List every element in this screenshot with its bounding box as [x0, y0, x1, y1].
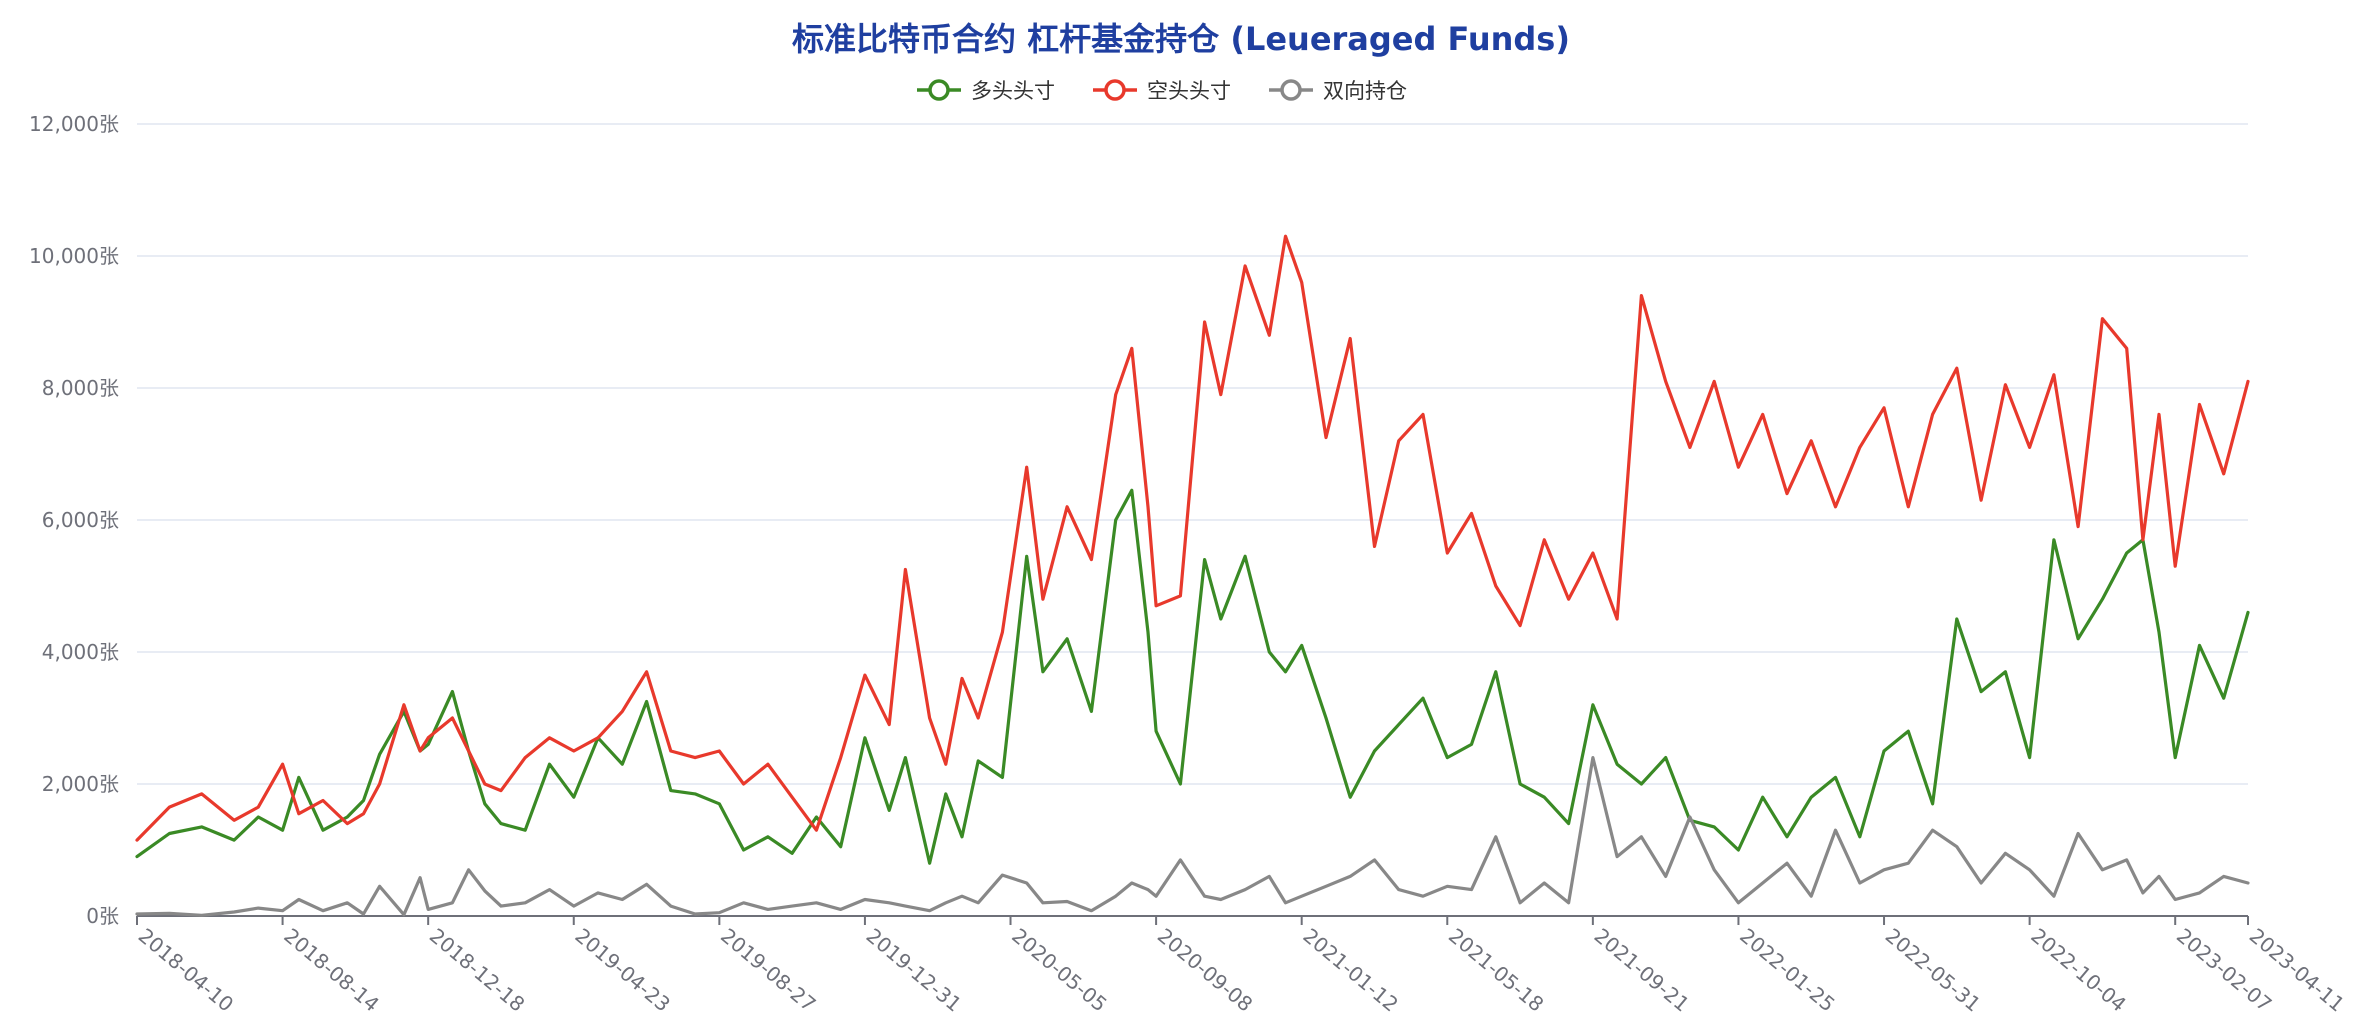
- y-tick-label: 6,000张: [42, 508, 119, 532]
- y-tick-label: 8,000张: [42, 376, 119, 400]
- legend-item[interactable]: 空头头寸: [1093, 79, 1231, 103]
- legend-item[interactable]: 多头头寸: [917, 79, 1055, 103]
- y-tick-label: 10,000张: [29, 244, 119, 268]
- x-tick-label: 2022-01-25: [1735, 923, 1839, 1016]
- series-line[interactable]: [135, 488, 2250, 865]
- legend-label: 空头头寸: [1147, 79, 1231, 103]
- x-axis: 2018-04-10 2018-08-14 2018-12-18 2019-04-23…: [134, 915, 2349, 1017]
- x-tick-label: 2019-12-31: [862, 923, 966, 1016]
- series-line[interactable]: [135, 755, 2250, 917]
- y-axis-ticks: 0张 2,000张 4,000张 6,000张 8,000张 10,000张 12,000张: [29, 112, 119, 928]
- legend[interactable]: 多头头寸 空头头寸 双向持仓: [917, 79, 1407, 103]
- y-tick-label: 12,000张: [29, 112, 119, 136]
- x-tick-label: 2020-05-05: [1007, 923, 1111, 1016]
- series-lines[interactable]: [135, 234, 2250, 917]
- series-line[interactable]: [135, 234, 2250, 842]
- y-tick-label: 4,000张: [42, 640, 119, 664]
- x-tick-label: 2021-05-18: [1444, 923, 1548, 1016]
- legend-label: 双向持仓: [1323, 79, 1407, 103]
- x-tick-label: 2018-04-10: [134, 923, 238, 1016]
- chart-title: 标准比特币合约 杠杆基金持仓 (Leueraged Funds): [792, 20, 1570, 58]
- x-tick-label: 2021-01-12: [1298, 923, 1402, 1016]
- x-tick-label: 2021-09-21: [1590, 923, 1694, 1016]
- legend-marker-icon: [1280, 79, 1302, 101]
- x-tick-label: 2019-04-23: [571, 923, 675, 1016]
- x-tick-label: 2020-09-08: [1153, 923, 1257, 1016]
- x-tick-label: 2018-12-18: [425, 923, 529, 1016]
- x-tick-label: 2022-05-31: [1881, 923, 1985, 1016]
- x-tick-label: 2019-08-27: [716, 923, 820, 1016]
- y-tick-label: 2,000张: [42, 772, 119, 796]
- legend-marker-icon: [1104, 79, 1126, 101]
- y-tick-label: 0张: [86, 904, 119, 928]
- legend-label: 多头头寸: [971, 79, 1055, 103]
- x-tick-label: 2022-10-04: [2026, 923, 2130, 1016]
- legend-item[interactable]: 双向持仓: [1269, 79, 1407, 103]
- legend-marker-icon: [928, 79, 950, 101]
- x-tick-label: 2018-08-14: [279, 923, 383, 1016]
